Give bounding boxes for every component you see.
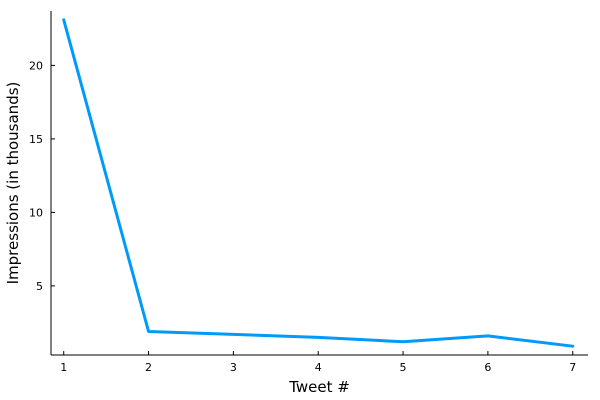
y-tick-label: 20 xyxy=(29,59,43,72)
y-tick-label: 5 xyxy=(36,280,43,293)
x-tick-label: 3 xyxy=(230,361,237,374)
x-tick-label: 6 xyxy=(484,361,491,374)
plot-area: 1 2 3 4 5 6 7 5 10 15 20 xyxy=(29,11,588,374)
y-axis-title: Impressions (in thousands) xyxy=(4,82,22,285)
series-layer xyxy=(62,18,575,348)
x-axis-ticks: 1 2 3 4 5 6 7 xyxy=(60,351,576,374)
series-line-1 xyxy=(62,18,575,348)
x-tick-label: 5 xyxy=(400,361,407,374)
y-tick-label: 10 xyxy=(29,206,43,219)
x-tick-label: 1 xyxy=(60,361,67,374)
x-tick-label: 7 xyxy=(569,361,576,374)
x-axis-title: Tweet # xyxy=(288,378,350,396)
y-tick-label: 15 xyxy=(29,133,43,146)
x-tick-label: 2 xyxy=(145,361,152,374)
y-axis-ticks: 5 10 15 20 xyxy=(29,59,55,293)
x-tick-label: 4 xyxy=(315,361,322,374)
